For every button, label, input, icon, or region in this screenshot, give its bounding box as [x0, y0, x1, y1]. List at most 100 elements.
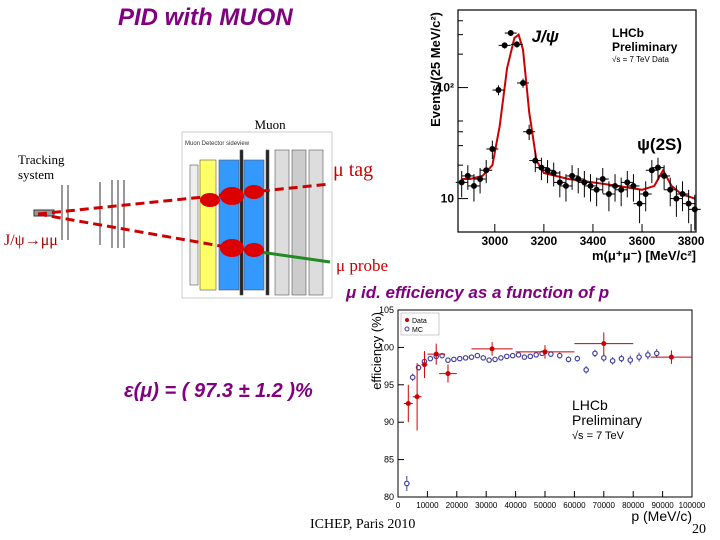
psi2s-annotation: ψ(2S)	[637, 135, 682, 154]
mc-point	[515, 352, 522, 358]
tracking-label-text: Tracking system	[18, 152, 65, 182]
mass-data-point	[532, 157, 539, 164]
efficiency-result: ε(μ) = ( 97.3 ± 1.2 )%	[124, 380, 313, 402]
mc-point	[492, 356, 498, 363]
data-point	[489, 346, 495, 352]
mc-point	[409, 374, 416, 381]
mass-data-point	[691, 206, 698, 213]
data-point	[668, 354, 674, 360]
mc-point	[548, 351, 554, 357]
mass-x-tick-label: 3600	[629, 234, 656, 248]
data-point	[445, 371, 451, 377]
eff-x-tick-label: 70000	[593, 501, 616, 510]
efficiency-title: μ id. efficiency as a function of p	[346, 283, 610, 302]
eff-legend-data-marker	[405, 318, 409, 322]
mass-y-tick-label: 10	[441, 192, 455, 206]
mass-legend-prelim: Preliminary	[612, 40, 678, 54]
mass-y-label: Events/(25 MeV/c²)	[428, 12, 443, 127]
eff-x-label: p (MeV/c)	[631, 508, 692, 524]
mass-data-point	[612, 182, 619, 189]
mc-point	[609, 358, 616, 364]
mass-data-point	[544, 167, 551, 174]
mc-point	[600, 355, 607, 361]
mass-data-point	[624, 179, 631, 186]
mass-data-point	[483, 167, 490, 174]
mc-point	[533, 352, 539, 358]
mass-data-point	[673, 195, 680, 202]
mc-point	[468, 354, 475, 360]
mc-point	[645, 352, 651, 358]
eff-x-tick-label: 30000	[475, 501, 498, 510]
mc-point	[451, 356, 457, 363]
mass-data-point	[458, 179, 465, 186]
mass-data-point	[464, 172, 471, 179]
eff-x-tick-label: 20000	[446, 501, 469, 510]
mass-data-point	[495, 87, 502, 94]
mass-data-point	[667, 186, 674, 193]
eff-x-tick-label: 10000	[416, 501, 439, 510]
mass-data-point	[648, 167, 655, 174]
mass-data-point	[605, 190, 612, 197]
eff-x-tick-label: 60000	[563, 501, 586, 510]
mass-data-point	[575, 176, 582, 183]
mc-point	[521, 354, 528, 360]
mc-point	[565, 356, 572, 363]
mc-point	[498, 355, 504, 361]
mc-point	[486, 357, 492, 363]
mc-point	[618, 355, 625, 362]
eff-y-label: efficiency (%)	[369, 312, 384, 390]
mass-data-point	[587, 182, 594, 189]
footer-text: ICHEP, Paris 2010	[310, 517, 416, 532]
mc-point	[404, 480, 410, 487]
eff-annot-energy: √s = 7 TeV	[572, 430, 625, 442]
mass-data-point	[501, 42, 508, 49]
mass-data-point	[507, 30, 514, 37]
eff-x-tick-label: 0	[396, 501, 401, 510]
eff-legend-box	[400, 312, 440, 336]
mass-x-label: m(μ⁺μ⁻) [MeV/c²]	[592, 248, 696, 263]
eff-y-tick-label: 80	[384, 492, 394, 502]
mass-x-tick-label: 3000	[481, 234, 508, 248]
jpsi-annotation: J/ψ	[532, 27, 559, 46]
eff-y-tick-label: 105	[379, 305, 394, 315]
tracking-system-label: Tracking system	[18, 152, 64, 182]
mass-data-point	[550, 170, 557, 177]
mc-point	[627, 357, 634, 363]
mc-point	[427, 355, 434, 362]
eff-annot-lhcb: LHCb	[572, 397, 608, 413]
mass-plot-frame	[457, 9, 697, 233]
mass-y-tick-label: 10²	[437, 81, 454, 95]
eff-plot-frame	[397, 309, 693, 498]
eff-y-tick-label: 85	[384, 455, 394, 465]
mc-point	[574, 355, 581, 362]
mc-point	[474, 352, 481, 359]
mass-x-tick-label: 3400	[580, 234, 607, 248]
mc-point	[592, 350, 598, 357]
mass-data-point	[630, 182, 637, 189]
data-point	[542, 349, 548, 355]
mass-data-point	[642, 190, 649, 197]
mass-legend-lhcb: LHCb	[612, 26, 644, 40]
mass-data-point	[679, 190, 686, 197]
mass-data-point	[636, 200, 643, 207]
data-point	[421, 362, 427, 368]
mass-data-point	[685, 200, 692, 207]
mc-point	[556, 352, 563, 359]
mc-point	[636, 354, 642, 360]
mass-data-point	[654, 164, 661, 171]
mc-point	[653, 350, 660, 357]
eff-annot-prelim: Preliminary	[572, 412, 642, 428]
mc-point	[503, 353, 510, 360]
mass-data-point	[599, 176, 606, 183]
mc-point	[527, 353, 534, 360]
mass-legend-energy: √s = 7 TeV Data	[612, 55, 669, 64]
eff-x-tick-label: 40000	[504, 501, 527, 510]
mass-data-point	[581, 179, 588, 186]
data-point	[601, 341, 607, 347]
mc-point	[509, 352, 516, 359]
mass-data-point	[562, 182, 569, 189]
eff-y-tick-label: 100	[379, 342, 394, 352]
mass-data-point	[618, 186, 625, 193]
